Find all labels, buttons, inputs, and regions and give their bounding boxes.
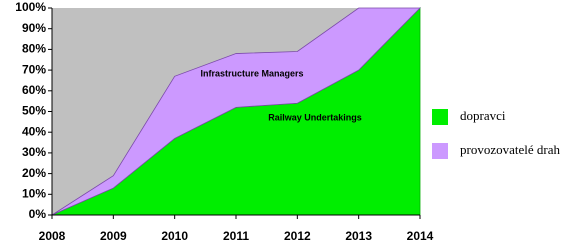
y-tick-label: 20% <box>22 166 46 180</box>
annotation: Infrastructure Managers <box>200 68 303 78</box>
y-tick-label: 0% <box>29 207 47 221</box>
legend-label: provozovatelé drah <box>460 142 560 157</box>
legend-label: dopravci <box>460 108 506 123</box>
y-tick-label: 60% <box>22 83 46 97</box>
x-tick-label: 2008 <box>39 229 66 243</box>
y-tick-label: 10% <box>22 186 46 200</box>
y-tick-label: 30% <box>22 145 46 159</box>
x-tick-label: 2011 <box>223 229 249 243</box>
x-tick-label: 2009 <box>100 229 127 243</box>
y-tick-label: 70% <box>22 62 46 76</box>
y-tick-label: 100% <box>15 0 46 14</box>
legend-swatch <box>432 143 448 159</box>
y-tick-label: 40% <box>22 124 46 138</box>
y-tick-label: 50% <box>22 104 46 118</box>
area <box>51 7 421 216</box>
plot <box>51 7 421 216</box>
x-tick-label: 2014 <box>407 229 434 243</box>
annotation: Railway Undertakings <box>268 112 362 122</box>
y-tick-label: 90% <box>22 21 46 35</box>
y-tick-label: 80% <box>22 42 46 56</box>
x-tick-label: 2013 <box>345 229 372 243</box>
x-tick-label: 2012 <box>284 229 311 243</box>
legend-swatch <box>432 109 448 125</box>
x-tick-label: 2010 <box>161 229 188 243</box>
